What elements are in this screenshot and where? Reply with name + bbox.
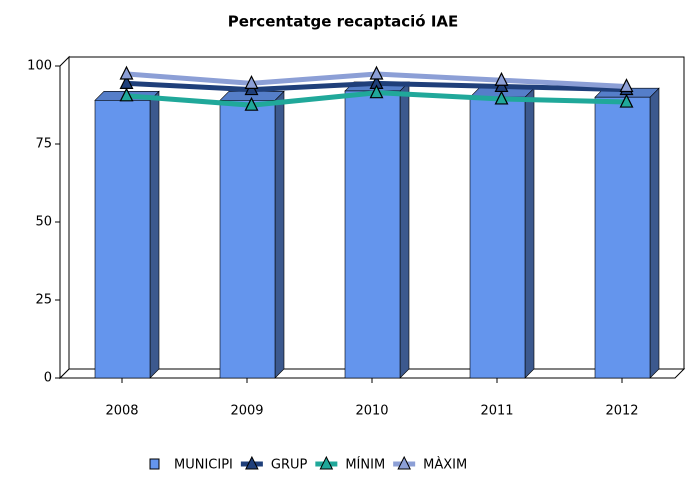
legend-marker [319,455,334,470]
marker [494,71,509,86]
bar-side [524,87,535,379]
legend-marker [245,455,259,470]
chart-title: Percentatge recaptació IAE [228,13,459,31]
legend-marker [397,455,411,470]
marker [494,90,509,105]
legend-swatch [149,458,160,470]
marker [244,96,259,111]
bar-side [399,81,410,379]
bar [344,81,410,379]
marker [619,78,634,93]
marker [369,65,384,80]
side-wall [59,55,70,380]
y-tick-label: 100 [27,59,52,74]
legend-label: MÀXIM [423,457,467,473]
bar-front [219,100,276,379]
marker [119,65,134,80]
x-tick-label: 2012 [605,404,638,419]
bar-front [344,90,401,379]
marker [244,74,259,89]
marker [119,87,134,102]
marker [619,93,634,108]
y-tick-label: 75 [35,137,52,152]
bar-front [594,96,651,379]
bar-side [649,87,660,379]
bar-front [94,100,151,379]
y-tick-label: 50 [35,215,52,230]
bar [94,90,160,379]
bar-front [469,96,526,379]
y-tick-label: 25 [35,293,52,308]
legend-label: GRUP [271,458,308,473]
legend-label: MÍNIM [345,457,385,473]
x-tick-label: 2011 [480,404,513,419]
bar [469,87,535,379]
marker [369,84,384,99]
bar-side [274,90,285,379]
legend-label: MUNICIPI [174,458,233,473]
bar [594,87,660,379]
x-tick-label: 2008 [105,404,138,419]
y-tick-label: 0 [44,371,52,386]
bar-side [149,90,160,379]
x-tick-label: 2009 [230,404,263,419]
x-tick-label: 2010 [355,404,388,419]
bar [219,90,285,379]
